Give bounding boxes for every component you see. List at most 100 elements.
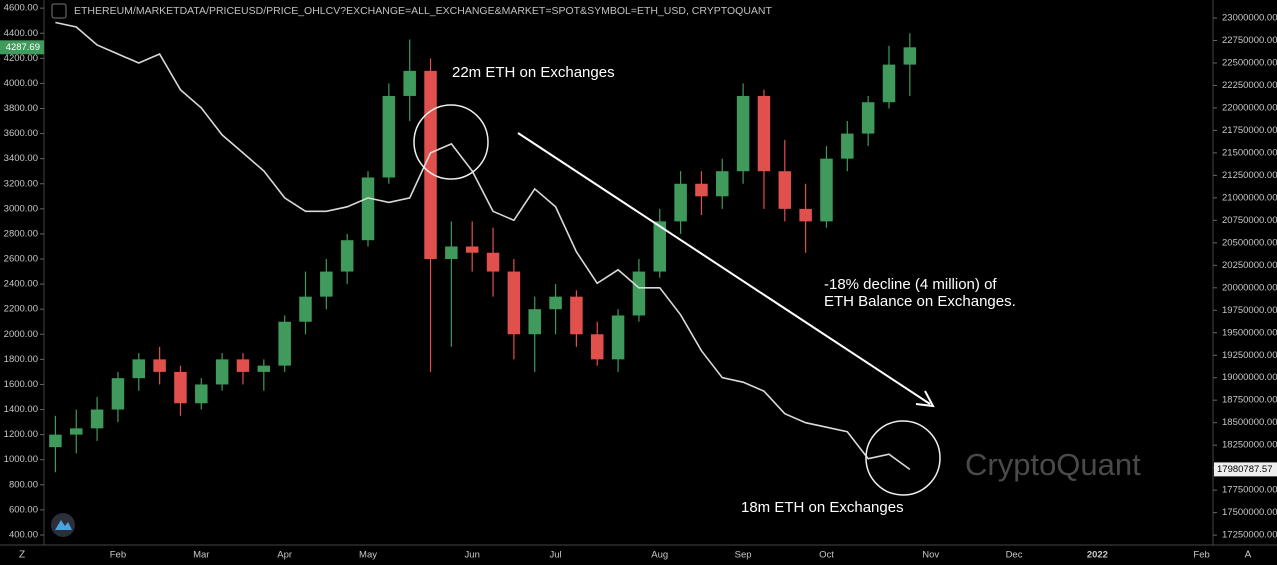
candle-body (549, 296, 562, 310)
y2-tick-label: 20750000.00 (1222, 215, 1277, 226)
y2-tick-label: 21750000.00 (1222, 125, 1277, 136)
candle-body (132, 359, 146, 379)
y-tick-label: 2800.00 (4, 228, 38, 239)
y-tick-label: 3000.00 (4, 203, 38, 214)
candle-body (70, 428, 83, 435)
y2-tick-label: 19000000.00 (1222, 372, 1277, 383)
y2-tick-label: 19750000.00 (1222, 305, 1277, 316)
candle-body (90, 409, 104, 429)
candle-body (507, 271, 521, 335)
y2-tick-label: 21250000.00 (1222, 170, 1277, 181)
y2-tick-label: 19250000.00 (1222, 350, 1277, 361)
y2-tick-label: 20500000.00 (1222, 237, 1277, 248)
y-tick-label: 1600.00 (4, 379, 38, 390)
y2-tick-label: 20000000.00 (1222, 282, 1277, 293)
y-tick-label: 4000.00 (4, 78, 38, 89)
candle-body (570, 296, 583, 335)
candle-body (403, 70, 416, 96)
candle-body (236, 359, 250, 372)
y-tick-label: 4200.00 (4, 53, 38, 64)
y-tick-label: 2600.00 (4, 254, 38, 265)
y2-tick-label: 22500000.00 (1222, 57, 1277, 68)
candle-body (445, 246, 458, 260)
candle-body (590, 334, 604, 360)
candle-body (757, 95, 771, 172)
candle-body (49, 434, 62, 448)
value-marker (1214, 462, 1277, 477)
x-tick-label: Aug (651, 550, 668, 561)
highlight-circle (865, 420, 941, 496)
candle-body (174, 371, 187, 404)
candle-body (195, 384, 208, 404)
candle-body (465, 246, 479, 253)
candle-body (320, 271, 333, 297)
y2-tick-label: 19500000.00 (1222, 327, 1277, 338)
candle-body (882, 64, 896, 103)
candle-body (424, 70, 437, 260)
x-tick-label: Jul (549, 550, 561, 561)
y2-tick-label: 22750000.00 (1222, 35, 1277, 46)
y-tick-label: 3200.00 (4, 178, 38, 189)
x-tick-label: Nov (922, 550, 939, 561)
x-tick-label: Dec (1006, 550, 1023, 561)
candle-body (278, 321, 291, 366)
annotation: ETH Balance on Exchanges. (824, 293, 1016, 310)
price-marker-label: 4287.69 (6, 42, 40, 53)
trend-arrow (517, 132, 931, 405)
x-tick-label: Sep (735, 550, 752, 561)
candle-body (382, 95, 396, 178)
candle-body (632, 271, 646, 316)
y2-tick-label: 20250000.00 (1222, 260, 1277, 271)
candle-body (716, 171, 729, 197)
y-tick-label: 2200.00 (4, 304, 38, 315)
y2-tick-label: 21500000.00 (1222, 147, 1277, 158)
candle-body (215, 359, 229, 385)
y2-tick-label: 17500000.00 (1222, 507, 1277, 518)
candle-body (299, 296, 312, 322)
title-icon (51, 3, 67, 19)
y-tick-label: 400.00 (9, 529, 38, 540)
candle-body (841, 133, 854, 159)
y2-tick-label: 18500000.00 (1222, 417, 1277, 428)
candle-body (153, 359, 166, 372)
y-tick-label: 3400.00 (4, 153, 38, 164)
y2-tick-label: 17250000.00 (1222, 530, 1277, 541)
candle-body (674, 183, 687, 222)
price-marker (0, 40, 44, 55)
x-tick-label: 2022 (1087, 550, 1108, 561)
chart-title: ETHEREUM/MARKETDATA/PRICEUSD/PRICE_OHLCV… (74, 5, 773, 17)
candle-body (861, 102, 875, 134)
candle-body (340, 240, 354, 272)
candle-body (903, 47, 917, 65)
x-tick-label: Feb (1193, 550, 1209, 561)
zoom-button[interactable]: Z (19, 550, 25, 561)
y-tick-label: 1000.00 (4, 454, 38, 465)
y-tick-label: 2000.00 (4, 329, 38, 340)
candle-body (528, 309, 541, 335)
y2-tick-label: 18750000.00 (1222, 395, 1277, 406)
y-tick-label: 2400.00 (4, 279, 38, 290)
y-tick-label: 1800.00 (4, 354, 38, 365)
y2-tick-label: 22250000.00 (1222, 80, 1277, 91)
auto-button[interactable]: A (1245, 550, 1252, 561)
y-tick-label: 800.00 (9, 479, 38, 490)
y-tick-label: 600.00 (9, 504, 38, 515)
candle-body (799, 208, 812, 222)
candle-body (257, 365, 271, 372)
balance-line (55, 21, 911, 471)
x-tick-label: Oct (819, 550, 834, 561)
candle-body (611, 315, 625, 360)
y-tick-label: 4400.00 (4, 28, 38, 39)
candle-body (820, 158, 833, 222)
y-tick-label: 1200.00 (4, 429, 38, 440)
arrow-head (915, 390, 935, 408)
y2-tick-label: 23000000.00 (1222, 13, 1277, 24)
annotation: 22m ETH on Exchanges (452, 64, 615, 81)
highlight-circle (413, 104, 489, 180)
watermark: CryptoQuant (965, 447, 1141, 482)
candle-body (736, 95, 750, 172)
y-tick-label: 1400.00 (4, 404, 38, 415)
logo-mark (55, 520, 72, 530)
candle-body (486, 252, 500, 272)
